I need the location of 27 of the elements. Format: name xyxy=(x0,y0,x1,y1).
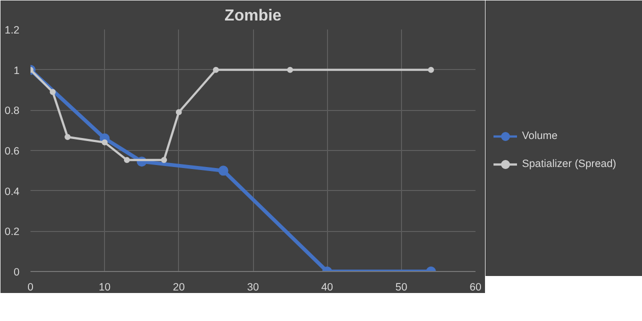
point xyxy=(176,109,182,116)
x-tick-label: 10 xyxy=(98,282,111,294)
chart-title: Zombie xyxy=(224,8,282,24)
x-tick-label: 20 xyxy=(172,282,185,294)
y-tick-label: 0.2 xyxy=(4,226,20,238)
y-tick-label: 1 xyxy=(14,64,20,77)
legend-label: Spatializer (Spread) xyxy=(522,158,616,170)
point xyxy=(161,156,167,163)
point xyxy=(218,166,228,176)
y-tick-label: 1.2 xyxy=(4,24,20,36)
point xyxy=(287,66,294,73)
point xyxy=(64,134,71,140)
point xyxy=(102,139,108,146)
legend-label: Volume xyxy=(522,130,558,142)
point xyxy=(212,66,219,73)
y-tick-label: 0 xyxy=(14,266,20,278)
point xyxy=(428,66,434,73)
x-tick-label: 50 xyxy=(395,282,408,294)
x-tick-label: 0 xyxy=(28,282,34,294)
y-tick-label: 0.8 xyxy=(4,105,20,118)
y-tick-label: 0.4 xyxy=(4,186,20,198)
x-tick-label: 60 xyxy=(470,282,482,294)
x-tick-label: 40 xyxy=(321,282,334,294)
x-tick-label: 30 xyxy=(247,282,259,294)
point xyxy=(50,89,56,96)
y-tick-label: 0.6 xyxy=(4,146,20,158)
point xyxy=(124,156,130,163)
